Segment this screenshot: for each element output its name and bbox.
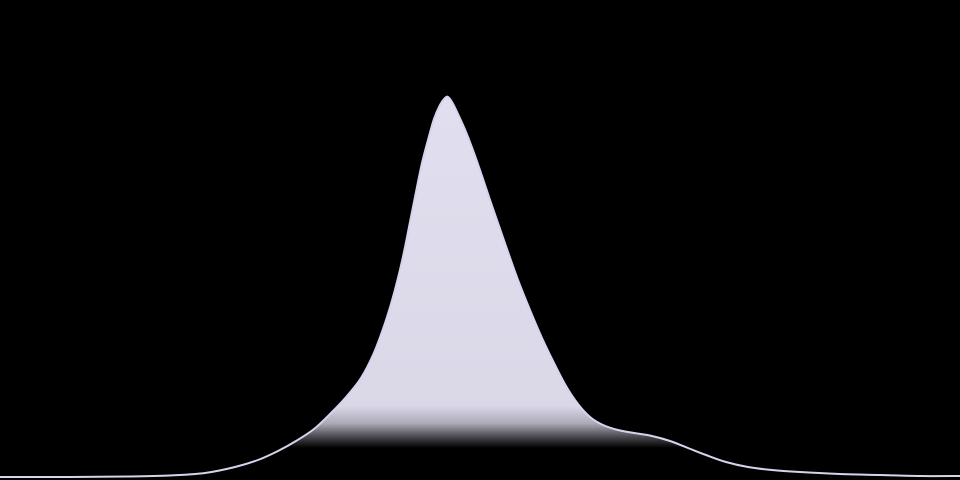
- density-curve-line: [0, 95, 960, 479]
- density-area-fill: [0, 96, 960, 480]
